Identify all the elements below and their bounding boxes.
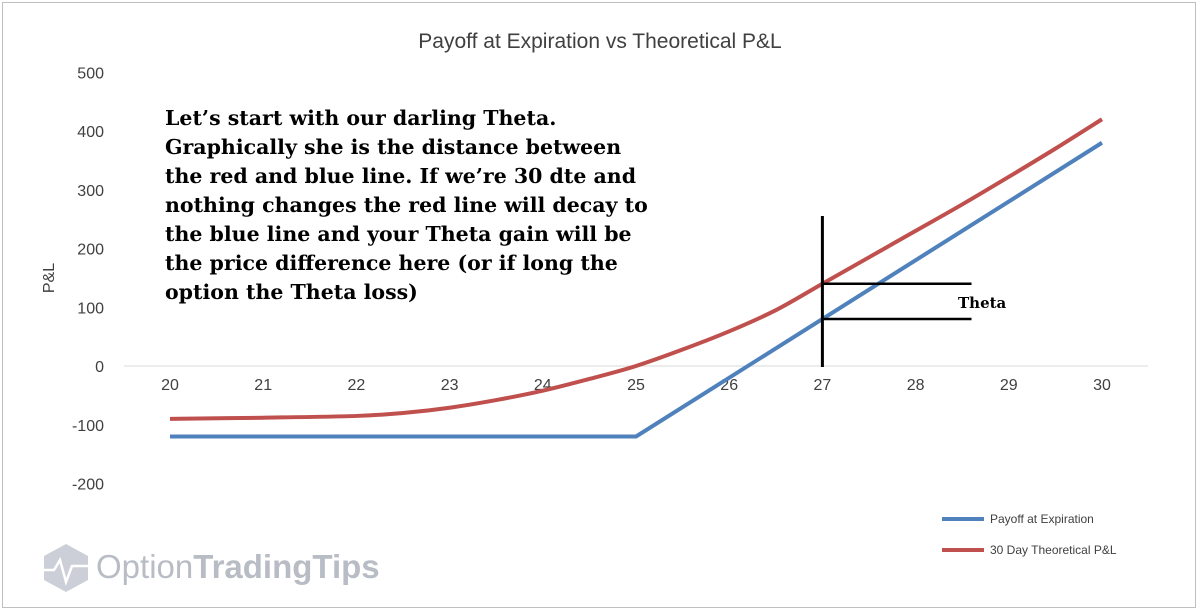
y-tick-label: 100 xyxy=(77,300,104,317)
x-tick-label: 27 xyxy=(814,377,832,394)
y-tick-label: 400 xyxy=(77,124,104,141)
logo-cube-icon xyxy=(44,544,88,592)
x-axis: 20 21 22 23 24 25 26 27 28 29 30 xyxy=(124,365,1148,394)
watermark-brand-bold: TradingTips xyxy=(193,548,379,585)
annotation-line: Let’s start with our darling Theta. xyxy=(165,106,556,130)
annotation-line: the blue line and your Theta gain will b… xyxy=(165,222,632,246)
y-tick-label: 500 xyxy=(77,65,104,82)
watermark-text: OptionTradingTips xyxy=(96,548,380,585)
y-tick-label: 0 xyxy=(95,359,104,376)
y-tick-label: -200 xyxy=(72,477,104,494)
x-tick-label: 30 xyxy=(1093,377,1111,394)
annotation-line: option the Theta loss) xyxy=(165,280,418,304)
annotation-text: Let’s start with our darling Theta. Graph… xyxy=(165,106,648,304)
legend-entry: 30 Day Theoretical P&L xyxy=(990,543,1117,557)
x-tick-label: 21 xyxy=(254,377,272,394)
annotation-line: the red and blue line. If we’re 30 dte a… xyxy=(165,164,636,188)
y-tick-label: 300 xyxy=(77,183,104,200)
x-tick-label: 22 xyxy=(348,377,366,394)
theta-markers: Theta xyxy=(820,216,1007,367)
watermark-logo: OptionTradingTips xyxy=(40,544,380,592)
x-tick-label: 20 xyxy=(161,377,179,394)
x-tick-label: 25 xyxy=(627,377,645,394)
y-axis-ticks: 500 400 300 200 100 0 -100 -200 xyxy=(72,65,104,493)
y-axis-label: P&L xyxy=(41,263,58,293)
annotation-line: nothing changes the red line will decay … xyxy=(165,193,648,217)
series-line-payoff-at-expiration xyxy=(170,141,1104,439)
x-tick-label: 29 xyxy=(1000,377,1018,394)
watermark-brand-light: Option xyxy=(96,548,193,585)
y-tick-label: 200 xyxy=(77,242,104,259)
x-tick-label: 28 xyxy=(907,377,925,394)
theta-label: Theta xyxy=(958,294,1007,312)
x-tick-label: 23 xyxy=(441,377,459,394)
legend-entry: Payoff at Expiration xyxy=(990,512,1094,526)
annotation-line: Graphically she is the distance between xyxy=(165,135,621,159)
annotation-line: the price difference here (or if long th… xyxy=(165,251,618,275)
logo-pulse-icon xyxy=(40,556,92,587)
series-lines xyxy=(169,117,1104,439)
series-line-theoretical-pl xyxy=(169,117,1104,421)
legend: Payoff at Expiration 30 Day Theoretical P… xyxy=(942,512,1117,557)
y-tick-label: -100 xyxy=(72,418,104,435)
chart-title: Payoff at Expiration vs Theoretical P&L xyxy=(418,30,781,53)
